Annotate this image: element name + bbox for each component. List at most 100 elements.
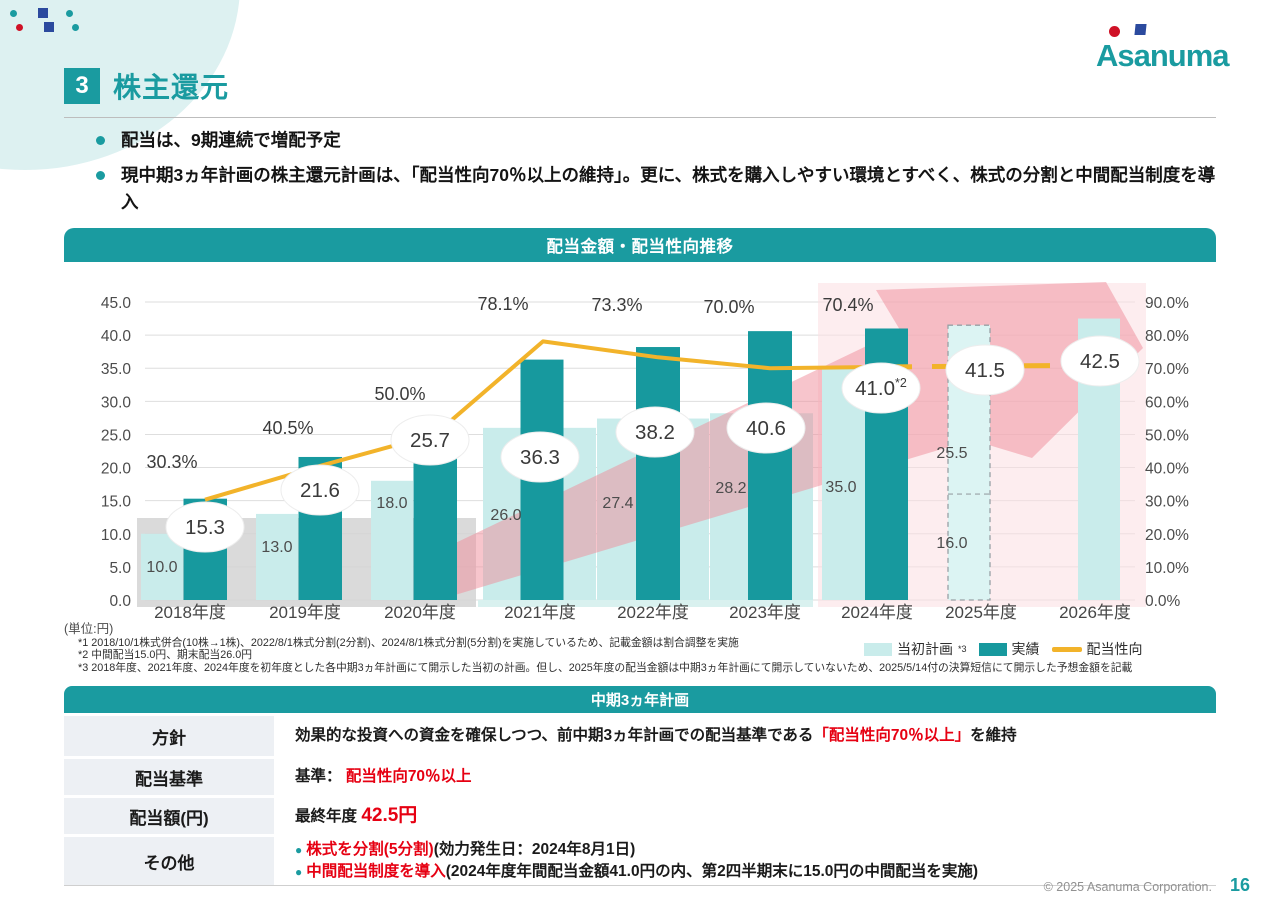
table-text-segment: 配当性向70％以上 (345, 767, 472, 785)
plan-value-label: 10.0 (146, 559, 177, 576)
plan-bar (141, 533, 183, 600)
plan-bar (256, 513, 298, 600)
summary-bullets: 配当は、9期連続で増配予定 現中期3ヵ年計画の株主還元計画は、「配当性向70％以… (96, 127, 1222, 224)
plan-value-label: 26.0 (490, 507, 521, 524)
bullet-text: 現中期3ヵ年計画の株主還元計画は、「配当性向70％以上の維持」。更に、株式を購入… (121, 165, 1216, 212)
left-axis-tick: 45.0 (101, 295, 132, 312)
payout-ratio-label: 50.0% (374, 384, 425, 404)
table-text-segment: 42.5円 (361, 805, 418, 827)
table-row: 配当額(円) 最終年度 42.5円 (64, 798, 1216, 834)
value-callout-label: 21.6 (300, 479, 340, 502)
plan-value-label: 28.2 (715, 480, 746, 497)
section-number-badge: 3 (64, 68, 100, 104)
table-row: 配当基準 基準： 配当性向70％以上 (64, 759, 1216, 795)
actual-bar (748, 331, 792, 600)
left-axis-tick: 15.0 (101, 494, 132, 511)
footnote-text: *1 2018/10/1株式併合(10株→1株)、2022/8/1株式分割(2分… (78, 637, 739, 649)
table-content-line: ● 中間配当制度を導入(2024年度年間配当金額41.0円の内、第2四半期末に15… (295, 861, 1216, 883)
forecast-segment-label: 25.5 (936, 445, 967, 462)
table-row-content: 最終年度 42.5円 (277, 798, 1216, 834)
left-axis-tick: 40.0 (101, 328, 132, 345)
value-callout-label: 40.6 (746, 417, 786, 440)
payout-ratio-label: 40.5% (262, 418, 313, 438)
plan-value-label: 27.4 (602, 495, 633, 512)
x-axis-category: 2024年度 (841, 603, 913, 622)
square-icon (38, 8, 48, 18)
table-title: 中期3ヵ年計画 (590, 692, 690, 709)
table-row-content: 効果的な投資への資金を確保しつつ、前中期3ヵ年計画での配当基準である「配当性向7… (277, 716, 1216, 756)
left-axis-tick: 35.0 (101, 361, 132, 378)
value-callout (165, 501, 245, 553)
bullet-icon (96, 136, 105, 145)
right-axis-tick: 80.0% (1145, 328, 1189, 345)
logo-square-icon (1134, 24, 1147, 35)
dividend-chart: 10.0 13.0 18.0 26.0 27.4 28.2 35.0 25.5 16.0 30.3… (64, 262, 1216, 640)
chart-footnotes: *1 2018/10/1株式併合(10株→1株)、2022/8/1株式分割(2分… (78, 637, 1212, 674)
table-text-segment: 「配当性向70％以上」 (813, 726, 971, 744)
table-text-segment: (2024年度年間配当金額41.0円の内、第2四半期末に15.0円の中間配当を実… (445, 863, 979, 880)
dot-icon (16, 24, 23, 31)
legend-item-payout: 配当性向 (1051, 639, 1143, 659)
left-axis-tick: 25.0 (101, 427, 132, 444)
table-row-label: 配当額(円) (64, 798, 274, 834)
left-axis-tick: 10.0 (101, 527, 132, 544)
bullet-icon: ● (295, 842, 303, 857)
right-axis-tick: 40.0% (1145, 461, 1189, 478)
logo-dot-icon (1109, 26, 1120, 37)
table-content-line: 最終年度 42.5円 (295, 802, 1216, 830)
page-title: 株主還元 (113, 72, 230, 103)
table-row-label: 方針 (64, 716, 274, 756)
value-callout-label: 15.3 (185, 516, 225, 539)
dot-icon (10, 10, 17, 17)
bullet-icon: ● (295, 865, 303, 879)
value-callout (500, 431, 580, 483)
value-callout (390, 414, 470, 466)
plan-value-label: 18.0 (376, 495, 407, 512)
bullet-item: 現中期3ヵ年計画の株主還元計画は、「配当性向70％以上の維持」。更に、株式を購入… (96, 162, 1222, 215)
x-axis-category: 2025年度 (945, 603, 1017, 622)
line-swatch-icon (1051, 646, 1082, 652)
value-callout-label: 36.3 (520, 446, 560, 469)
right-axis-tick: 60.0% (1145, 394, 1189, 411)
title-divider (64, 117, 1216, 118)
value-callout (726, 402, 806, 454)
payout-ratio-label: 30.3% (146, 452, 197, 472)
chart-title-bar: 配当金額・配当性向推移 (64, 228, 1216, 262)
table-text-segment: 株式を分割(5分割) (306, 840, 434, 858)
asanuma-logo: Asanuma (1096, 24, 1246, 76)
dot-icon (72, 24, 79, 31)
table-text-segment: を維持 (970, 726, 1017, 744)
right-axis-tick: 30.0% (1145, 494, 1189, 511)
legend-item-plan: 当初計画 *3 (864, 639, 967, 659)
forecast-segment-label: 16.0 (936, 535, 967, 552)
table-text-segment: 最終年度 (295, 808, 362, 826)
page-number: 16 (1229, 875, 1250, 895)
value-callout-label: 41.5 (965, 359, 1005, 382)
logo-wordmark: Asanuma (1096, 38, 1230, 73)
bullet-item: 配当は、9期連続で増配予定 (96, 127, 1222, 153)
left-axis-tick: 30.0 (101, 394, 132, 411)
dot-icon (66, 10, 73, 17)
x-axis-category: 2022年度 (617, 603, 689, 622)
table-row-label: その他 (64, 837, 274, 885)
payout-ratio-label: 70.4% (822, 295, 873, 315)
x-axis-category: 2019年度 (269, 603, 341, 622)
chart-legend: 当初計画 *3 実績 配当性向 (862, 638, 1145, 660)
value-callout (945, 344, 1025, 396)
x-axis-category: 2021年度 (504, 603, 576, 622)
right-axis-tick: 0.0% (1145, 593, 1181, 610)
footnote-text: *2 中間配当15.0円、期末配当26.0円 (78, 649, 252, 662)
plan-bar (371, 480, 413, 600)
table-text-segment: 基準： (295, 767, 346, 785)
table-content-line: 基準： 配当性向70％以上 (295, 766, 1216, 788)
square-icon (44, 22, 54, 32)
actual-swatch-icon (978, 642, 1007, 656)
right-axis-tick: 50.0% (1145, 427, 1189, 444)
payout-ratio-label: 70.0% (703, 297, 754, 317)
value-callout-label: 38.2 (635, 421, 675, 444)
left-axis-tick: 20.0 (101, 461, 132, 478)
table-text-segment: 中間配当制度を導入 (306, 863, 446, 880)
left-axis-tick: 5.0 (109, 560, 131, 577)
table-text-segment: (効力発生日：2024年8月1日) (433, 840, 636, 858)
x-axis-category: 2023年度 (729, 603, 801, 622)
